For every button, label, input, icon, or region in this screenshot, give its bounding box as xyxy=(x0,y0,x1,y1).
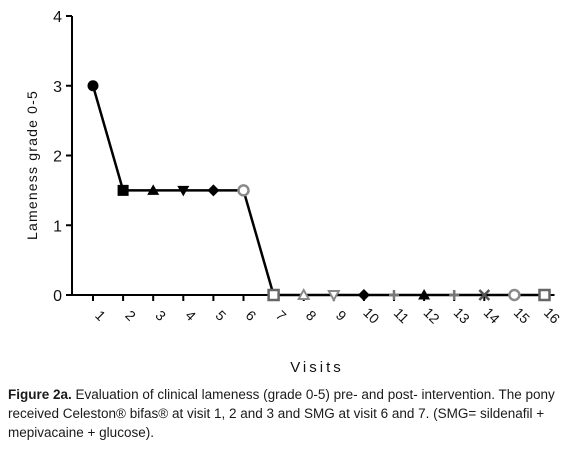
x-tick-label: 9 xyxy=(333,307,350,324)
x-tick-label: 15 xyxy=(511,304,533,326)
data-series xyxy=(87,80,551,303)
data-point xyxy=(267,288,280,302)
chart-axes xyxy=(71,16,555,296)
y-tick-label: 1 xyxy=(53,218,62,235)
y-tick-label: 3 xyxy=(53,79,62,96)
data-point xyxy=(297,287,311,300)
data-point xyxy=(327,290,341,303)
x-tick-label: 8 xyxy=(303,307,320,324)
x-tick-label: 11 xyxy=(391,305,413,327)
x-tick-label: 16 xyxy=(541,304,563,326)
x-axis-ticks: 1 2 3 4 5 6 7 8 9 10 11 12 13 14 15 16 xyxy=(92,295,563,327)
x-tick-label: 1 xyxy=(92,307,109,324)
data-point xyxy=(357,289,370,301)
series-line xyxy=(91,85,545,297)
data-point xyxy=(177,185,190,197)
data-point xyxy=(418,289,431,300)
data-point xyxy=(508,288,521,302)
figure-caption-text: Evaluation of clinical lameness (grade 0… xyxy=(8,387,555,440)
x-tick-label: 6 xyxy=(243,307,260,324)
figure-caption-lead: Figure 2a. xyxy=(8,387,72,402)
y-axis-ticks: 0 1 2 3 4 xyxy=(53,9,72,305)
data-point xyxy=(538,288,551,302)
data-point xyxy=(147,184,160,195)
y-axis-label: Lameness grade 0-5 xyxy=(24,90,40,240)
x-axis-label: Visits xyxy=(290,359,344,376)
x-tick-label: 14 xyxy=(481,304,503,326)
data-point xyxy=(117,184,129,196)
data-point xyxy=(237,184,250,197)
y-tick-label: 2 xyxy=(53,149,62,166)
y-tick-label: 0 xyxy=(53,288,62,305)
x-tick-label: 7 xyxy=(273,307,290,324)
figure-caption: Figure 2a. Evaluation of clinical lamene… xyxy=(8,385,574,442)
x-tick-label: 13 xyxy=(451,304,473,326)
data-point xyxy=(389,290,399,300)
y-tick-label: 4 xyxy=(53,9,62,26)
x-tick-label: 4 xyxy=(182,307,199,324)
x-tick-label: 2 xyxy=(122,307,139,324)
x-tick-label: 10 xyxy=(360,304,382,326)
data-point xyxy=(449,290,460,300)
x-tick-label: 12 xyxy=(420,304,442,326)
x-tick-label: 5 xyxy=(213,307,230,324)
data-point xyxy=(207,184,220,197)
data-point xyxy=(87,80,99,92)
x-tick-label: 3 xyxy=(152,307,169,324)
data-point xyxy=(478,289,491,301)
